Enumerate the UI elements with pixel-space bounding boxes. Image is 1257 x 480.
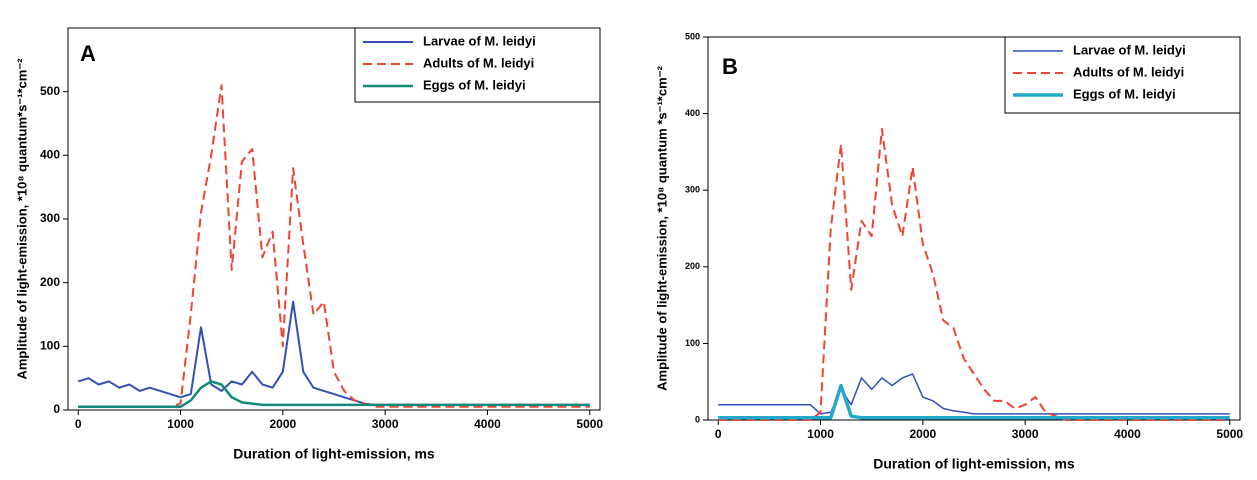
x-tick-label: 4000 bbox=[474, 417, 501, 431]
x-tick-label: 2000 bbox=[909, 427, 936, 441]
y-tick-label: 0 bbox=[695, 414, 700, 424]
data-line bbox=[78, 380, 590, 409]
x-axis-label: Duration of light-emission, ms bbox=[233, 446, 435, 462]
legend-label: Adults of M. leidyi bbox=[1073, 64, 1184, 79]
legend-label: Eggs of M. leidyi bbox=[423, 77, 526, 92]
y-tick-label: 200 bbox=[685, 261, 700, 271]
legend-label: Adults of M. leidyi bbox=[423, 55, 534, 70]
x-axis-label: Duration of light-emission, ms bbox=[873, 456, 1075, 472]
x-tick-label: 5000 bbox=[1216, 427, 1243, 441]
data-line bbox=[77, 300, 590, 406]
x-tick-label: 0 bbox=[715, 427, 722, 441]
legend-label: Larvae of M. leidyi bbox=[423, 33, 536, 48]
y-axis-label: Amplitude of light-emission, *10⁸ quantu… bbox=[14, 58, 29, 380]
y-tick-label: 100 bbox=[685, 338, 700, 348]
x-tick-label: 3000 bbox=[372, 417, 399, 431]
y-tick-label: 400 bbox=[685, 108, 700, 118]
y-tick-label: 200 bbox=[40, 275, 60, 289]
y-tick-label: 0 bbox=[53, 402, 60, 416]
data-line bbox=[718, 383, 1230, 420]
legend-label: Eggs of M. leidyi bbox=[1073, 86, 1176, 101]
x-tick-label: 0 bbox=[75, 417, 82, 431]
panel-label: B bbox=[722, 54, 738, 79]
x-tick-label: 4000 bbox=[1114, 427, 1141, 441]
legend-box bbox=[1004, 36, 1241, 114]
plot-frame bbox=[707, 36, 1241, 421]
y-tick-label: 400 bbox=[40, 148, 60, 162]
y-tick-label: 500 bbox=[40, 84, 60, 98]
y-tick-label: 500 bbox=[685, 31, 700, 41]
y-tick-label: 100 bbox=[40, 339, 60, 353]
data-line bbox=[78, 84, 590, 408]
data-line bbox=[718, 127, 1230, 421]
y-tick-label: 300 bbox=[40, 211, 60, 225]
x-tick-label: 3000 bbox=[1012, 427, 1039, 441]
y-axis-label: Amplitude of light-emission, *10⁸ quantu… bbox=[654, 65, 669, 390]
x-tick-label: 1000 bbox=[807, 427, 834, 441]
data-line bbox=[718, 373, 1230, 415]
x-tick-label: 1000 bbox=[167, 417, 194, 431]
x-tick-label: 5000 bbox=[576, 417, 603, 431]
x-tick-label: 2000 bbox=[269, 417, 296, 431]
panel-label: A bbox=[80, 41, 96, 66]
y-tick-label: 300 bbox=[685, 185, 700, 195]
legend-label: Larvae of M. leidyi bbox=[1073, 42, 1186, 57]
